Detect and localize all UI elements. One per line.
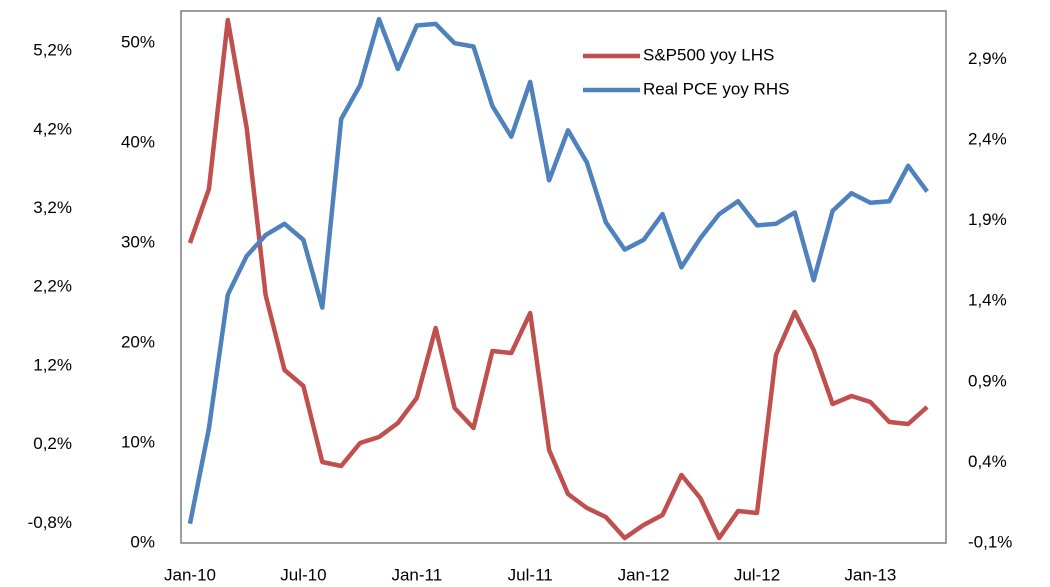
- y2-tick-label: 0,9%: [968, 371, 1007, 390]
- y-tick-label: 40%: [121, 132, 155, 151]
- plot-area: [180, 10, 947, 544]
- y3-tick-label: 2,2%: [33, 277, 72, 296]
- y3-tick-label: 1,2%: [33, 355, 72, 374]
- y2-tick-label: 2,9%: [968, 49, 1007, 68]
- y2-tick-label: 1,4%: [968, 291, 1007, 310]
- y-tick-label: 10%: [121, 432, 155, 451]
- y-tick-label: 20%: [121, 332, 155, 351]
- y2-tick-label: -0,1%: [968, 532, 1012, 551]
- y3-tick-label: 5,2%: [33, 41, 72, 60]
- legend-label: Real PCE yoy RHS: [643, 79, 789, 98]
- legend-label: S&P500 yoy LHS: [643, 45, 774, 64]
- y3-tick-label: 3,2%: [33, 198, 72, 217]
- y3-tick-label: 4,2%: [33, 119, 72, 138]
- x-tick-label: Jul-10: [280, 565, 326, 584]
- y3-tick-label: 0,2%: [33, 434, 72, 453]
- y2-tick-label: 2,4%: [968, 129, 1007, 148]
- x-tick-label: Jan-12: [618, 565, 670, 584]
- y-tick-label: 50%: [121, 32, 155, 51]
- y-tick-label: 0%: [130, 532, 155, 551]
- series-line: [187, 17, 929, 541]
- x-tick-label: Jul-11: [508, 565, 553, 584]
- y3-tick-label: -0,8%: [28, 513, 72, 532]
- x-tick-label: Jul-12: [734, 565, 780, 584]
- y2-tick-label: 0,4%: [968, 452, 1007, 471]
- y2-tick-label: 1,9%: [968, 210, 1007, 229]
- y-tick-label: 30%: [121, 232, 155, 251]
- x-tick-label: Jan-13: [844, 565, 896, 584]
- x-tick-label: Jan-11: [391, 565, 442, 584]
- x-tick-label: Jan-10: [164, 565, 216, 584]
- series-line: [187, 16, 929, 525]
